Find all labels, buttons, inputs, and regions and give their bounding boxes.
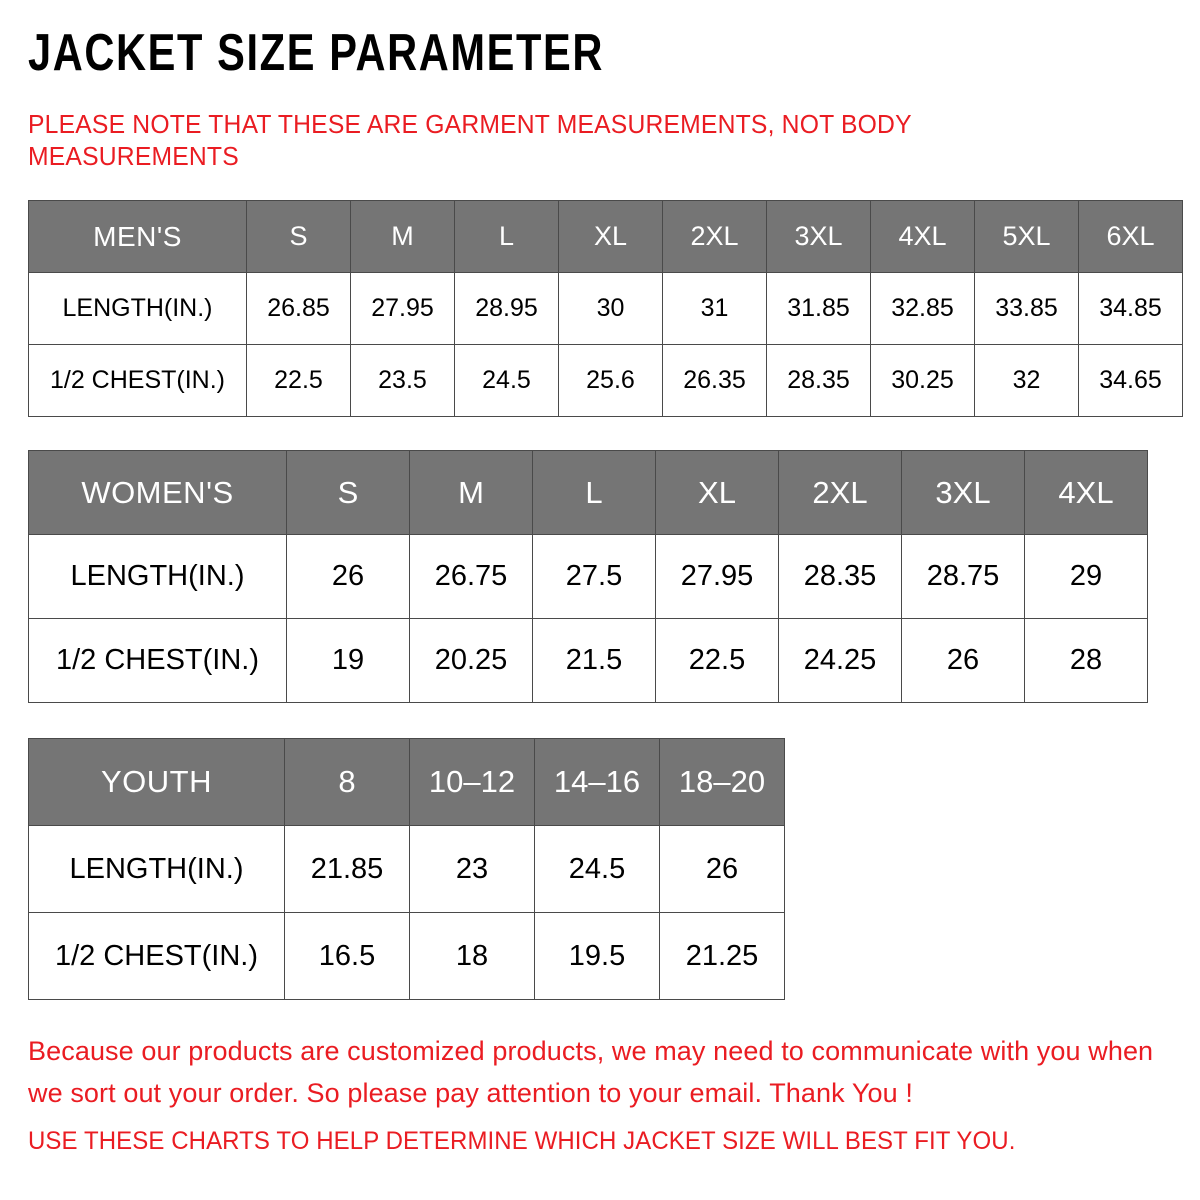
youth-size-header-3: 18–20 [659, 738, 785, 826]
womens-cell-0-3: 27.95 [655, 534, 779, 619]
table-row: 1/2 CHEST(IN.) 19 20.25 21.5 22.5 24.25 26 28 [28, 618, 1148, 703]
womens-table-body: WOMEN'S S M L XL 2XL 3XL 4XL LENGTH(IN.) 26 26.75 2… [28, 450, 1148, 703]
mens-cell-0-5: 31.85 [766, 272, 871, 345]
mens-cell-1-7: 32 [974, 344, 1079, 417]
mens-measure-label-0: LENGTH(IN.) [28, 272, 247, 345]
youth-cell-1-3: 21.25 [659, 912, 785, 1000]
mens-cell-0-2: 28.95 [454, 272, 559, 345]
chart-usage-note: USE THESE CHARTS TO HELP DETERMINE WHICH… [28, 1127, 1016, 1155]
mens-table-body: MEN'S S M L XL 2XL 3XL 4XL 5XL 6XL LENGTH(IN.) 26.8… [28, 200, 1183, 417]
table-row: LENGTH(IN.) 21.85 23 24.5 26 [28, 825, 785, 913]
womens-cell-0-1: 26.75 [409, 534, 533, 619]
youth-header-row: YOUTH 8 10–12 14–16 18–20 [28, 738, 785, 826]
youth-cell-0-1: 23 [409, 825, 535, 913]
womens-cell-1-3: 22.5 [655, 618, 779, 703]
womens-size-header-6: 4XL [1024, 450, 1148, 535]
womens-cell-0-2: 27.5 [532, 534, 656, 619]
mens-cell-1-6: 30.25 [870, 344, 975, 417]
youth-measure-label-1: 1/2 CHEST(IN.) [28, 912, 285, 1000]
mens-cell-1-1: 23.5 [350, 344, 455, 417]
youth-cell-1-1: 18 [409, 912, 535, 1000]
mens-cell-1-3: 25.6 [558, 344, 663, 417]
womens-measure-label-1: 1/2 CHEST(IN.) [28, 618, 287, 703]
mens-size-header-4: 2XL [662, 200, 767, 273]
mens-cell-1-2: 24.5 [454, 344, 559, 417]
mens-cell-0-4: 31 [662, 272, 767, 345]
youth-table-label: YOUTH [28, 738, 285, 826]
womens-size-header-3: XL [655, 450, 779, 535]
mens-size-header-1: M [350, 200, 455, 273]
youth-size-header-1: 10–12 [409, 738, 535, 826]
mens-measure-label-1: 1/2 CHEST(IN.) [28, 344, 247, 417]
mens-table-label: MEN'S [28, 200, 247, 273]
youth-size-header-2: 14–16 [534, 738, 660, 826]
womens-header-row: WOMEN'S S M L XL 2XL 3XL 4XL [28, 450, 1148, 535]
mens-cell-0-7: 33.85 [974, 272, 1079, 345]
womens-cell-1-5: 26 [901, 618, 1025, 703]
mens-cell-1-4: 26.35 [662, 344, 767, 417]
youth-measure-label-0: LENGTH(IN.) [28, 825, 285, 913]
womens-cell-0-4: 28.35 [778, 534, 902, 619]
garment-measurement-notice: PLEASE NOTE THAT THESE ARE GARMENT MEASU… [28, 109, 912, 171]
mens-cell-0-1: 27.95 [350, 272, 455, 345]
table-row: LENGTH(IN.) 26 26.75 27.5 27.95 28.35 28.75 29 [28, 534, 1148, 619]
youth-cell-1-0: 16.5 [284, 912, 410, 1000]
womens-measure-label-0: LENGTH(IN.) [28, 534, 287, 619]
youth-table-body: YOUTH 8 10–12 14–16 18–20 LENGTH(IN.) 21.85 23 2… [28, 738, 785, 1000]
mens-cell-1-8: 34.65 [1078, 344, 1183, 417]
womens-cell-0-5: 28.75 [901, 534, 1025, 619]
mens-cell-1-0: 22.5 [246, 344, 351, 417]
youth-cell-1-2: 19.5 [534, 912, 660, 1000]
youth-size-table: YOUTH 8 10–12 14–16 18–20 LENGTH(IN.) 21.85 23 2… [28, 738, 785, 1000]
mens-size-header-7: 5XL [974, 200, 1079, 273]
youth-cell-0-0: 21.85 [284, 825, 410, 913]
mens-size-header-5: 3XL [766, 200, 871, 273]
mens-size-header-3: XL [558, 200, 663, 273]
mens-size-header-6: 4XL [870, 200, 975, 273]
mens-size-table: MEN'S S M L XL 2XL 3XL 4XL 5XL 6XL LENGTH(IN.) 26.8… [28, 200, 1183, 417]
customization-note: Because our products are customized prod… [28, 1036, 1154, 1108]
womens-cell-0-0: 26 [286, 534, 410, 619]
mens-size-header-2: L [454, 200, 559, 273]
mens-cell-0-0: 26.85 [246, 272, 351, 345]
mens-size-header-8: 6XL [1078, 200, 1183, 273]
page-title: JACKET SIZE PARAMETER [28, 24, 604, 82]
mens-size-header-0: S [246, 200, 351, 273]
womens-cell-1-4: 24.25 [778, 618, 902, 703]
mens-cell-0-3: 30 [558, 272, 663, 345]
womens-size-header-2: L [532, 450, 656, 535]
mens-cell-0-6: 32.85 [870, 272, 975, 345]
womens-cell-1-1: 20.25 [409, 618, 533, 703]
womens-cell-0-6: 29 [1024, 534, 1148, 619]
womens-cell-1-0: 19 [286, 618, 410, 703]
mens-header-row: MEN'S S M L XL 2XL 3XL 4XL 5XL 6XL [28, 200, 1183, 273]
mens-cell-0-8: 34.85 [1078, 272, 1183, 345]
womens-size-header-4: 2XL [778, 450, 902, 535]
womens-table-label: WOMEN'S [28, 450, 287, 535]
womens-size-header-5: 3XL [901, 450, 1025, 535]
table-row: 1/2 CHEST(IN.) 16.5 18 19.5 21.25 [28, 912, 785, 1000]
womens-size-header-1: M [409, 450, 533, 535]
youth-size-header-0: 8 [284, 738, 410, 826]
table-row: LENGTH(IN.) 26.85 27.95 28.95 30 31 31.85 32.85… [28, 272, 1183, 345]
womens-size-table: WOMEN'S S M L XL 2XL 3XL 4XL LENGTH(IN.) 26 26.75 2… [28, 450, 1148, 703]
womens-cell-1-2: 21.5 [532, 618, 656, 703]
womens-cell-1-6: 28 [1024, 618, 1148, 703]
youth-cell-0-3: 26 [659, 825, 785, 913]
youth-cell-0-2: 24.5 [534, 825, 660, 913]
mens-cell-1-5: 28.35 [766, 344, 871, 417]
table-row: 1/2 CHEST(IN.) 22.5 23.5 24.5 25.6 26.35 28.35… [28, 344, 1183, 417]
womens-size-header-0: S [286, 450, 410, 535]
